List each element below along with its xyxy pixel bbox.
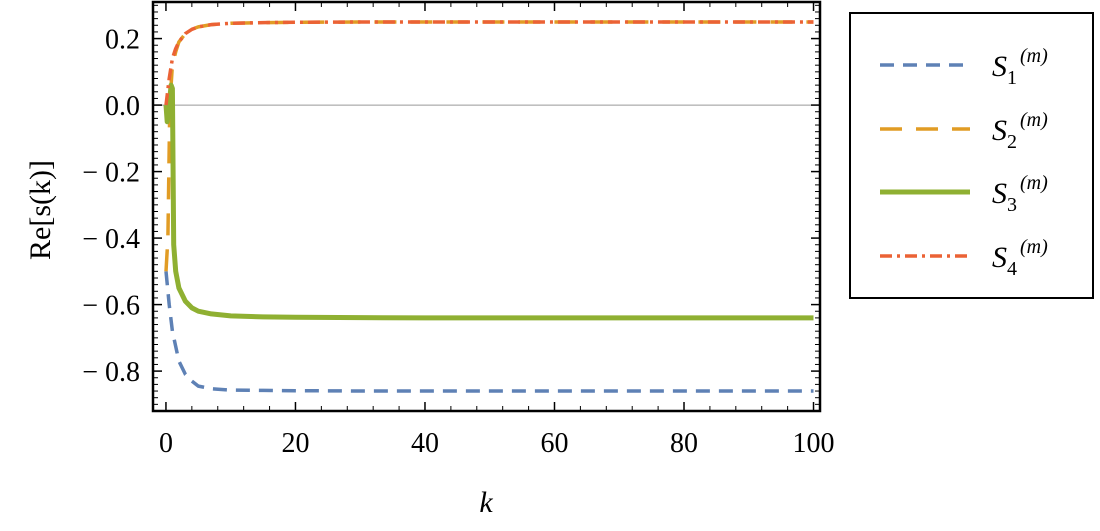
legend: S1(m) S2(m) S3(m) S4(m) xyxy=(849,12,1094,299)
x-tick-label: 60 xyxy=(540,428,568,459)
x-tick-label: 0 xyxy=(159,428,173,459)
plot-area xyxy=(153,20,820,393)
y-tick-label: − 0.6 xyxy=(82,291,140,322)
legend-label-4: S4(m) xyxy=(992,236,1048,280)
y-tick-label: − 0.8 xyxy=(82,357,140,388)
x-tick-label: 80 xyxy=(670,428,698,459)
plot-frame xyxy=(151,0,822,413)
legend-label-3: S3(m) xyxy=(992,172,1048,216)
y-axis-label: Re[s(k)] xyxy=(24,160,57,260)
x-axis-label: k xyxy=(479,486,493,519)
series-line-3 xyxy=(163,82,814,321)
y-tick-label: − 0.2 xyxy=(82,158,140,189)
y-tick-label: 0.2 xyxy=(105,25,140,56)
legend-box xyxy=(849,12,1094,299)
series-line-4 xyxy=(164,20,814,106)
legend-label-1: S1(m) xyxy=(992,45,1048,89)
axes: 0 20 40 60 80 100 0.2 0.0 − 0.2 − 0.4 − 0.6 − 0.8 xyxy=(82,0,835,459)
series-line-2 xyxy=(164,20,814,272)
x-tick-label: 20 xyxy=(281,428,309,459)
legend-label-2: S2(m) xyxy=(992,109,1048,153)
x-tick-label: 100 xyxy=(793,428,835,459)
y-tick-label: − 0.4 xyxy=(82,224,140,255)
series-line-1 xyxy=(164,271,814,393)
y-tick-label: 0.0 xyxy=(105,91,140,122)
x-tick-label: 40 xyxy=(411,428,439,459)
